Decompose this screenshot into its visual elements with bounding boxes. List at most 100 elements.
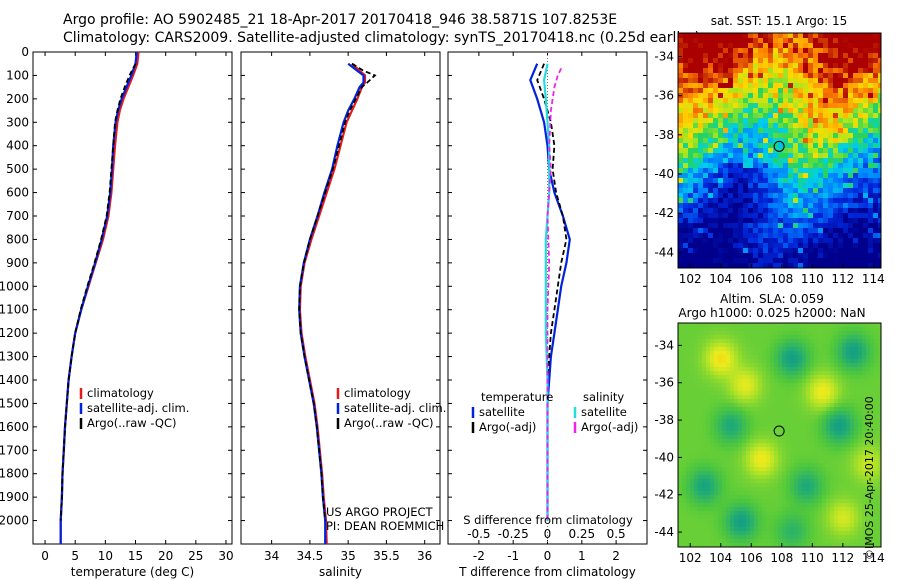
map-cell [846, 535, 851, 540]
map-cell [834, 375, 839, 380]
map-cell [703, 93, 709, 99]
map-cell [768, 168, 774, 174]
map-cell [826, 507, 831, 512]
map-cell [778, 103, 784, 109]
map-cell [878, 248, 881, 254]
map-cell [738, 363, 743, 368]
map-cell [786, 495, 791, 500]
map-cell [723, 203, 729, 209]
map-cell [713, 123, 719, 129]
map-cell [786, 367, 791, 372]
map-cell [682, 403, 687, 408]
map-cell [810, 435, 815, 440]
map-cell [770, 543, 775, 547]
map-cell [853, 158, 859, 164]
map-cell [794, 363, 799, 368]
map-cell [858, 351, 863, 356]
map-cell [850, 447, 855, 452]
map-cell [706, 439, 711, 444]
map-cell [838, 108, 844, 114]
map-cell [818, 491, 823, 496]
map-cell [748, 208, 754, 214]
map-cell [842, 463, 847, 468]
map-cell [813, 123, 819, 129]
map-cell [823, 248, 829, 254]
map-cell [822, 475, 827, 480]
map-cell [683, 168, 689, 174]
map-cell [878, 383, 881, 388]
map-cell [874, 507, 879, 512]
map-cell [798, 38, 804, 44]
map-cell [703, 158, 709, 164]
map-cell [726, 531, 731, 536]
map-cell [874, 335, 879, 340]
map-cell [778, 403, 783, 408]
map-cell [814, 391, 819, 396]
map-cell [678, 58, 684, 64]
map-cell [703, 193, 709, 199]
map-cell [710, 511, 715, 516]
y-tick-label: 900 [6, 256, 29, 270]
map-cell [782, 455, 787, 460]
map-cell [833, 163, 839, 169]
map-cell [738, 523, 743, 528]
map-cell [733, 73, 739, 79]
map-cell [818, 198, 824, 204]
map-cell [822, 439, 827, 444]
map-cell [734, 487, 739, 492]
map-cell [723, 228, 729, 234]
map-cell [828, 43, 834, 49]
lon-tick-label: 112 [831, 272, 854, 286]
map-cell [758, 539, 763, 544]
map-cell [730, 483, 735, 488]
map-cell [862, 351, 867, 356]
map-cell [822, 347, 827, 352]
map-cell [683, 83, 689, 89]
map-cell [750, 503, 755, 508]
map-cell [874, 415, 879, 420]
map-cell [873, 168, 879, 174]
map-cell [708, 88, 714, 94]
map-cell [713, 98, 719, 104]
map-cell [868, 48, 874, 54]
map-cell [698, 507, 703, 512]
map-cell [762, 443, 767, 448]
map-cell [750, 511, 755, 516]
map-cell [768, 188, 774, 194]
map-cell [818, 339, 823, 344]
map-cell [762, 367, 767, 372]
legend-label: satellite-adj. clim. [87, 401, 189, 415]
map-cell [723, 243, 729, 249]
map-cell [748, 63, 754, 69]
map-cell [738, 507, 743, 512]
map-cell [798, 395, 803, 400]
map-cell [838, 455, 843, 460]
map-cell [814, 483, 819, 488]
map-cell [708, 38, 714, 44]
map-cell [818, 511, 823, 516]
map-cell [774, 407, 779, 412]
map-cell [726, 431, 731, 436]
map-cell [703, 243, 709, 249]
map-cell [754, 487, 759, 492]
map-cell [754, 399, 759, 404]
map-cell [690, 523, 695, 528]
map-cell [770, 531, 775, 536]
map-cell [846, 475, 851, 480]
map-cell [803, 188, 809, 194]
map-cell [870, 451, 875, 456]
map-cell [878, 495, 881, 500]
map-cell [793, 133, 799, 139]
map-cell [878, 63, 881, 69]
map-cell [838, 459, 843, 464]
map-cell [846, 419, 851, 424]
map-cell [773, 98, 779, 104]
map-cell [722, 367, 727, 372]
map-cell [698, 218, 704, 224]
map-cell [798, 387, 803, 392]
map-cell [848, 73, 854, 79]
map-cell [853, 233, 859, 239]
map-cell [814, 415, 819, 420]
map-cell [813, 203, 819, 209]
map-cell [843, 33, 849, 39]
